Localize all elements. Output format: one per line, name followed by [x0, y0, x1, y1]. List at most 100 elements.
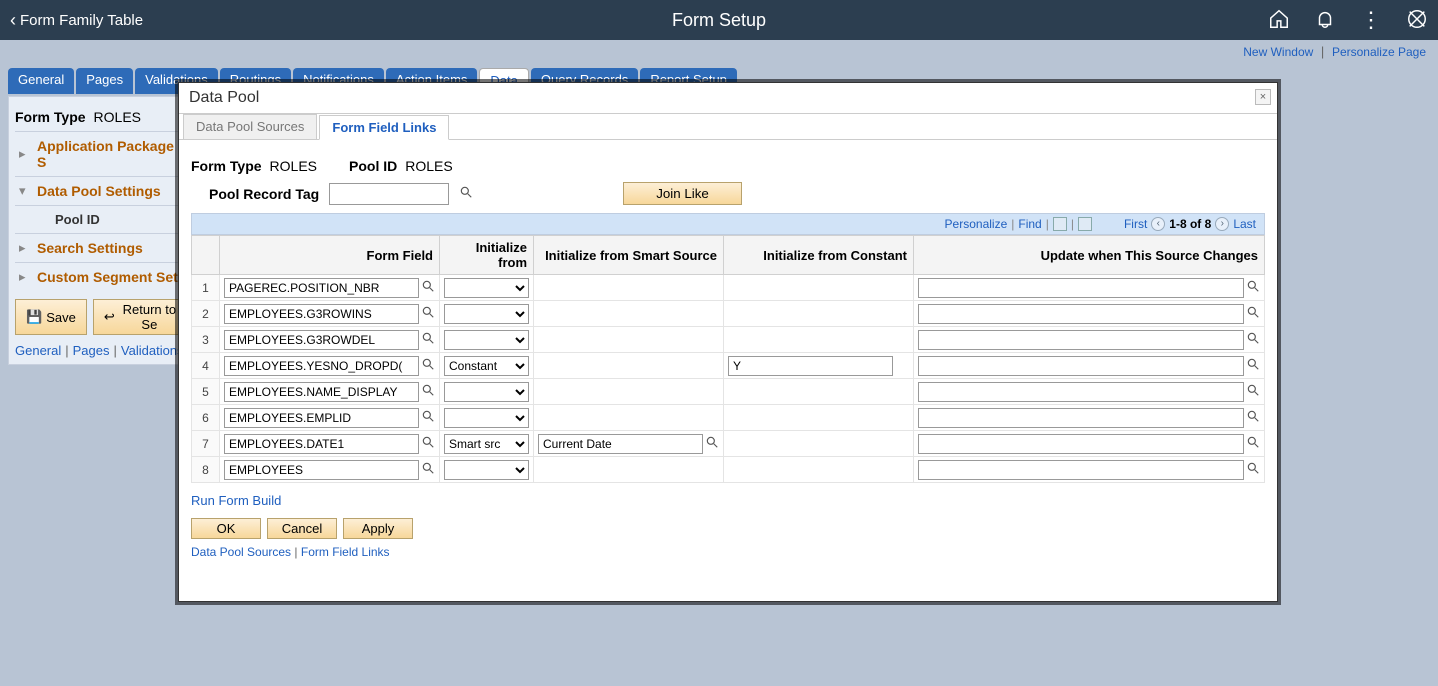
- linkbar-pages[interactable]: Pages: [73, 343, 110, 358]
- close-icon[interactable]: ×: [1255, 89, 1271, 105]
- lookup-icon[interactable]: [1246, 305, 1260, 322]
- form-field-input[interactable]: [224, 356, 419, 376]
- grid-row: 7 Smart src: [192, 431, 1265, 457]
- modal-tab-data-pool-sources[interactable]: Data Pool Sources: [183, 114, 317, 139]
- apply-button[interactable]: Apply: [343, 518, 413, 539]
- grid-personalize-link[interactable]: Personalize: [945, 217, 1008, 231]
- update-when-input[interactable]: [918, 330, 1244, 350]
- initialize-from-select[interactable]: Smart src: [444, 434, 529, 454]
- tree-pool-id[interactable]: Pool ID: [15, 205, 191, 233]
- modal-link-data-pool-sources[interactable]: Data Pool Sources: [191, 545, 291, 559]
- tree-pool-id-label: Pool ID: [55, 212, 100, 227]
- grid-row: 3: [192, 327, 1265, 353]
- compass-icon[interactable]: [1406, 8, 1428, 33]
- linkbar-validations[interactable]: Validations: [121, 343, 184, 358]
- update-when-input[interactable]: [918, 304, 1244, 324]
- return-icon: ↩: [104, 309, 115, 325]
- linkbar-general[interactable]: General: [15, 343, 61, 358]
- lookup-icon[interactable]: [1246, 383, 1260, 400]
- update-when-input[interactable]: [918, 408, 1244, 428]
- cancel-button[interactable]: Cancel: [267, 518, 337, 539]
- update-when-input[interactable]: [918, 278, 1244, 298]
- lookup-icon[interactable]: [421, 305, 435, 322]
- initialize-from-select[interactable]: [444, 460, 529, 480]
- grid-col-row: [192, 236, 220, 275]
- initialize-from-select[interactable]: [444, 330, 529, 350]
- lookup-icon[interactable]: [421, 357, 435, 374]
- update-when-input[interactable]: [918, 434, 1244, 454]
- home-icon[interactable]: [1268, 8, 1290, 33]
- modal-link-form-field-links[interactable]: Form Field Links: [301, 545, 390, 559]
- lookup-icon[interactable]: [421, 383, 435, 400]
- back-link[interactable]: ‹ Form Family Table: [10, 10, 143, 31]
- initialize-from-select[interactable]: [444, 278, 529, 298]
- kebab-menu-icon[interactable]: ⋮: [1360, 7, 1382, 33]
- join-like-button[interactable]: Join Like: [623, 182, 742, 205]
- update-when-input[interactable]: [918, 356, 1244, 376]
- form-field-input[interactable]: [224, 382, 419, 402]
- tree-data-pool[interactable]: ▾ Data Pool Settings: [15, 176, 191, 205]
- form-field-input[interactable]: [224, 434, 419, 454]
- initialize-from-select[interactable]: [444, 382, 529, 402]
- tab-pages[interactable]: Pages: [76, 68, 133, 94]
- initialize-from-select[interactable]: Constant: [444, 356, 529, 376]
- grid-next-icon[interactable]: ›: [1215, 217, 1229, 231]
- tree-search-label: Search Settings: [37, 240, 143, 256]
- lookup-icon[interactable]: [1246, 331, 1260, 348]
- page-title: Form Setup: [0, 10, 1438, 31]
- tab-general[interactable]: General: [8, 68, 74, 94]
- lookup-icon[interactable]: [421, 409, 435, 426]
- run-form-build-link[interactable]: Run Form Build: [191, 493, 281, 508]
- update-when-input[interactable]: [918, 382, 1244, 402]
- lookup-icon[interactable]: [421, 461, 435, 478]
- constant-input[interactable]: [728, 356, 893, 376]
- row-number: 7: [192, 431, 220, 457]
- form-field-input[interactable]: [224, 330, 419, 350]
- lookup-icon[interactable]: [1246, 357, 1260, 374]
- lookup-icon[interactable]: [1246, 409, 1260, 426]
- personalize-page-link[interactable]: Personalize Page: [1332, 45, 1426, 59]
- initialize-from-select[interactable]: [444, 408, 529, 428]
- lookup-icon[interactable]: [1246, 435, 1260, 452]
- update-when-input[interactable]: [918, 460, 1244, 480]
- tree-app-package[interactable]: ▸ Application Package S: [15, 131, 191, 176]
- row-number: 6: [192, 405, 220, 431]
- return-button[interactable]: ↩ Return to Se: [93, 299, 191, 335]
- tree-custom-segment-label: Custom Segment Setti: [37, 269, 186, 285]
- tree-custom-segment[interactable]: ▸ Custom Segment Setti: [15, 262, 191, 291]
- modal-title: Data Pool: [189, 89, 259, 106]
- modal-tab-form-field-links[interactable]: Form Field Links: [319, 115, 449, 140]
- grid-last-link[interactable]: Last: [1233, 217, 1256, 231]
- app-header: ‹ Form Family Table Form Setup ⋮: [0, 0, 1438, 40]
- grid-prev-icon[interactable]: ‹: [1151, 217, 1165, 231]
- grid-col-initialize-from-smart-source: Initialize from Smart Source: [534, 236, 724, 275]
- chevron-left-icon: ‹: [10, 10, 16, 31]
- lookup-icon[interactable]: [705, 435, 719, 452]
- form-field-input[interactable]: [224, 408, 419, 428]
- zoom-grid-icon[interactable]: [1053, 217, 1067, 231]
- lookup-icon[interactable]: [459, 185, 473, 202]
- lookup-icon[interactable]: [421, 331, 435, 348]
- pool-record-tag-input[interactable]: [329, 183, 449, 205]
- bell-icon[interactable]: [1314, 8, 1336, 33]
- expand-icon: ▸: [19, 269, 33, 285]
- save-button[interactable]: 💾 Save: [15, 299, 87, 335]
- new-window-link[interactable]: New Window: [1243, 45, 1313, 59]
- grid-row: 2: [192, 301, 1265, 327]
- lookup-icon[interactable]: [421, 435, 435, 452]
- initialize-from-select[interactable]: [444, 304, 529, 324]
- form-field-input[interactable]: [224, 304, 419, 324]
- grid-first-link[interactable]: First: [1124, 217, 1147, 231]
- form-field-input[interactable]: [224, 460, 419, 480]
- form-field-input[interactable]: [224, 278, 419, 298]
- expand-icon: ▸: [19, 240, 33, 256]
- lookup-icon[interactable]: [1246, 461, 1260, 478]
- lookup-icon[interactable]: [421, 279, 435, 296]
- download-grid-icon[interactable]: [1078, 217, 1092, 231]
- tree-search-settings[interactable]: ▸ Search Settings: [15, 233, 191, 262]
- ok-button[interactable]: OK: [191, 518, 261, 539]
- grid-find-link[interactable]: Find: [1018, 217, 1041, 231]
- lookup-icon[interactable]: [1246, 279, 1260, 296]
- save-icon: 💾: [26, 309, 42, 325]
- smart-source-input[interactable]: [538, 434, 703, 454]
